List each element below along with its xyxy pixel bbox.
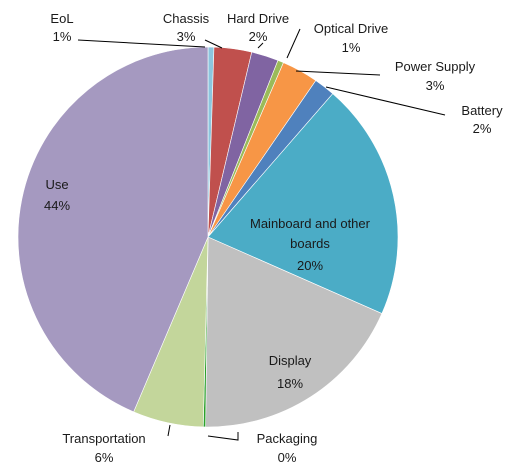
slice-pct-hard-drive: 2%	[249, 29, 268, 44]
slice-pct-use: 44%	[44, 198, 70, 213]
pie-slice-display	[205, 236, 383, 428]
slice-label-packaging: Packaging	[257, 431, 318, 446]
leader-line	[207, 432, 239, 441]
leader-line	[295, 70, 381, 76]
pie-slice-use	[17, 46, 209, 413]
slice-pct-battery: 2%	[473, 121, 492, 136]
leader-line	[257, 42, 264, 49]
slice-pct-optical-drive: 1%	[342, 40, 361, 55]
leader-line	[77, 39, 206, 48]
leader-line	[204, 39, 223, 49]
pie-slices	[17, 46, 399, 428]
slice-label-power-supply: Power Supply	[395, 59, 476, 74]
slice-label-optical-drive: Optical Drive	[314, 21, 388, 36]
slice-pct-mainboard: 20%	[297, 258, 323, 273]
slice-label-use: Use	[45, 177, 68, 192]
slice-label-chassis: Chassis	[163, 11, 210, 26]
leader-line	[325, 86, 446, 116]
leader-line	[167, 424, 171, 437]
slice-pct-transportation: 6%	[95, 450, 114, 465]
slice-label-hard-drive: Hard Drive	[227, 11, 289, 26]
slice-label-eol: EoL	[50, 11, 73, 26]
slice-label-battery: Battery	[461, 103, 503, 118]
slice-pct-packaging: 0%	[278, 450, 297, 465]
slice-label-display: Display	[269, 353, 312, 368]
slice-label-mainboard-cont: boards	[290, 236, 330, 251]
slice-pct-eol: 1%	[53, 29, 72, 44]
slice-label-transportation: Transportation	[62, 431, 145, 446]
leader-line	[286, 28, 301, 59]
slice-pct-chassis: 3%	[177, 29, 196, 44]
slice-label-mainboard: Mainboard and other	[250, 216, 371, 231]
slice-pct-power-supply: 3%	[426, 78, 445, 93]
leader-lines	[77, 28, 446, 441]
pie-slice-mainboard-and-other-boards	[207, 93, 399, 314]
slice-pct-display: 18%	[277, 376, 303, 391]
